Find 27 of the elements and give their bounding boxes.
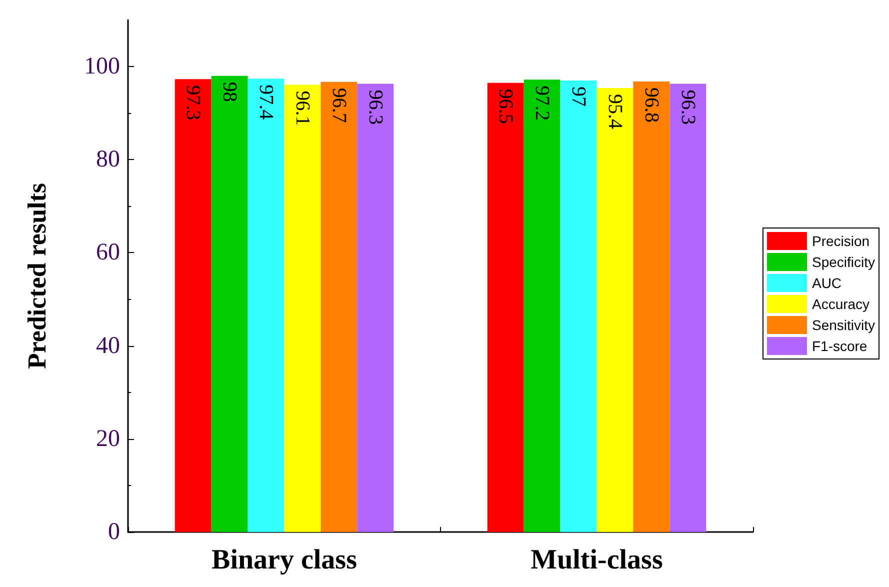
y-tick-label: 0 (108, 519, 120, 545)
y-axis-title: Predicted results (22, 182, 52, 370)
x-tick-label: Binary class (212, 544, 358, 576)
data-label: 97.4 (255, 84, 278, 120)
legend-label: Precision (812, 233, 870, 249)
data-label: 96.3 (676, 90, 699, 125)
legend-label: AUC (812, 275, 842, 291)
data-label: 96.1 (291, 90, 314, 126)
y-tick-label: 80 (96, 146, 120, 173)
data-label: 96.3 (364, 90, 386, 125)
data-label: 96.7 (328, 88, 350, 123)
x-tick-label: Multi-class (530, 544, 663, 576)
y-tick-label: 20 (96, 426, 120, 452)
legend-label: Specificity (812, 254, 876, 270)
y-tick-label: 40 (96, 332, 120, 359)
data-label: 98 (218, 82, 241, 102)
y-tick-label: 100 (84, 54, 120, 80)
legend-label: F1-score (812, 338, 868, 354)
legend-label: Sensitivity (812, 317, 876, 333)
data-label: 96.5 (494, 88, 517, 124)
data-label: 96.8 (640, 87, 662, 122)
y-tick-label: 60 (96, 240, 120, 266)
data-label: 97.3 (182, 85, 204, 120)
data-label: 95.4 (604, 94, 626, 129)
data-label: 97.2 (531, 86, 554, 121)
data-label: 97 (568, 86, 590, 107)
legend-label: Accuracy (812, 296, 870, 312)
